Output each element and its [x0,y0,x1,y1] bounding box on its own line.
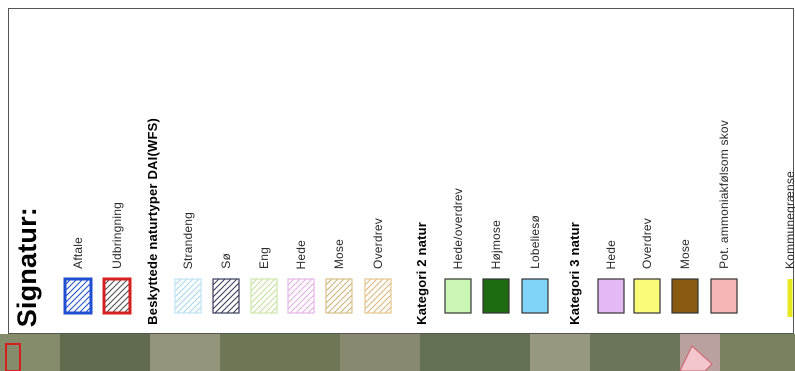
legend-swatch-h-jmose-11 [482,278,510,314]
legend-label-hede-6: Hede [294,239,308,270]
legend-label-eng-5: Eng [257,247,271,269]
legend-swatch-overdrev-15 [633,278,661,314]
legend-swatch-pot-ammoniakf-lsom-skov-17 [710,278,738,314]
legend-swatch-lobelies-12 [521,278,549,314]
legend-swatch-mose-16 [671,278,699,314]
legend-label-kategori-2-natur-9: Kategori 2 natur [414,222,429,325]
legend-label-overdrev-8: Overdrev [371,218,385,269]
map-legend: Signatur: Aftale Udbringning Beskyttede na… [8,8,795,334]
legend-swatch-overdrev-8 [364,278,392,314]
legend-swatch-hede-overdrev-10 [444,278,472,314]
map-preview [0,334,795,371]
legend-label-s-4: Sø [219,253,233,269]
legend-label-mose-16: Mose [678,238,692,269]
legend-label-h-jmose-11: Højmose [489,219,503,269]
legend-label-udbringning-1: Udbringning [110,202,124,269]
legend-swatch-hede-6 [287,278,315,314]
map-imagery [0,334,795,371]
legend-swatch-strandeng-3 [174,278,202,314]
legend-label-aftale-0: Aftale [71,237,85,269]
legend-label-kommunegr-nse-18: Kommunegrænse [783,171,795,269]
legend-swatch-mose-7 [325,278,353,314]
legend-swatch-aftale-0 [63,277,93,315]
legend-swatch-s-4 [212,278,240,314]
legend-swatch-hede-14 [597,278,625,314]
legend-label-lobelies-12: Lobeliesø [528,215,542,269]
legend-label-pot-ammoniakf-lsom-skov-17: Pot. ammoniakfølsom skov [717,120,731,269]
legend-label-beskyttede-naturtyper-dai-wfs-2: Beskyttede naturtyper DAI(WFS) [145,118,160,325]
legend-swatch-udbringning-1 [102,277,132,315]
legend-label-strandeng-3: Strandeng [181,211,195,269]
legend-swatch-eng-5 [250,278,278,314]
legend-label-hede-overdrev-10: Hede/overdrev [451,187,465,269]
legend-label-kategori-3-natur-13: Kategori 3 natur [567,222,582,325]
legend-label-overdrev-15: Overdrev [640,218,654,269]
legend-label-mose-7: Mose [332,238,346,269]
legend-swatches [63,277,793,317]
legend-label-hede-14: Hede [604,239,618,270]
